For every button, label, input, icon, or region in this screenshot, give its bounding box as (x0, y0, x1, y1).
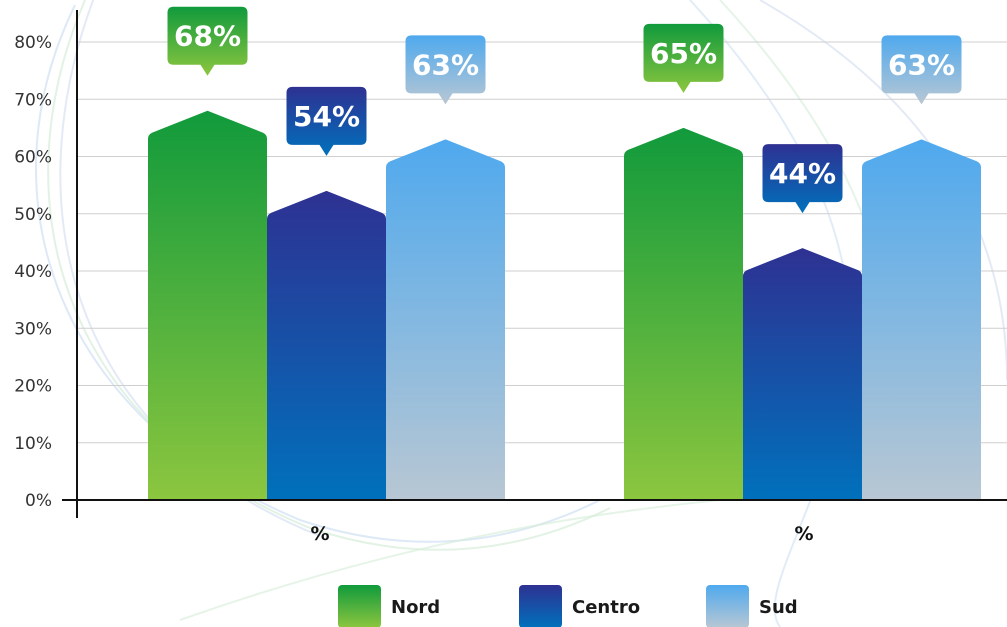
data-label: 54% (293, 100, 360, 133)
value-bubble-centro (762, 144, 843, 214)
y-tick-label: 40% (14, 262, 52, 282)
y-tick-label: 30% (14, 319, 52, 339)
legend-label: Nord (391, 597, 440, 618)
data-label: 65% (650, 37, 717, 70)
y-axis-tick-labels: 0% 10% 20% 30% 40% 50% 60% 70% 80% (14, 33, 52, 511)
bar-centro (743, 248, 862, 500)
legend-label: Sud (759, 597, 798, 618)
value-label-bubbles: 68% 54% 63% 65% 44% 63% (167, 6, 962, 214)
value-bubble-nord (643, 23, 724, 93)
data-label: 63% (412, 48, 479, 81)
bar-sud (386, 139, 505, 500)
legend-swatch-sud (706, 585, 749, 627)
value-bubble-nord (167, 6, 248, 76)
data-label: 63% (888, 48, 955, 81)
y-tick-label: 10% (14, 434, 52, 454)
legend: Nord Centro Sud (338, 585, 798, 627)
y-tick-label: 70% (14, 90, 52, 110)
legend-label: Centro (572, 597, 640, 618)
value-bubble-sud (405, 35, 486, 105)
y-tick-label: 0% (25, 491, 52, 511)
x-tick-label: % (310, 523, 329, 545)
axes (62, 10, 1007, 518)
bars (148, 110, 981, 500)
bar-nord (624, 127, 743, 500)
legend-swatch-centro (519, 585, 562, 627)
value-bubble-centro (286, 86, 367, 156)
y-tick-label: 60% (14, 148, 52, 168)
x-tick-label: % (794, 523, 813, 545)
value-bubble-sud (881, 35, 962, 105)
bar-centro (267, 190, 386, 500)
x-axis-category-labels: %% (310, 523, 813, 545)
data-label: 44% (769, 157, 836, 190)
legend-swatch-nord (338, 585, 381, 627)
data-label: 68% (174, 20, 241, 53)
y-tick-label: 20% (14, 377, 52, 397)
bar-sud (862, 139, 981, 500)
bar-nord (148, 110, 267, 500)
y-tick-label: 50% (14, 205, 52, 225)
y-tick-label: 80% (14, 33, 52, 53)
